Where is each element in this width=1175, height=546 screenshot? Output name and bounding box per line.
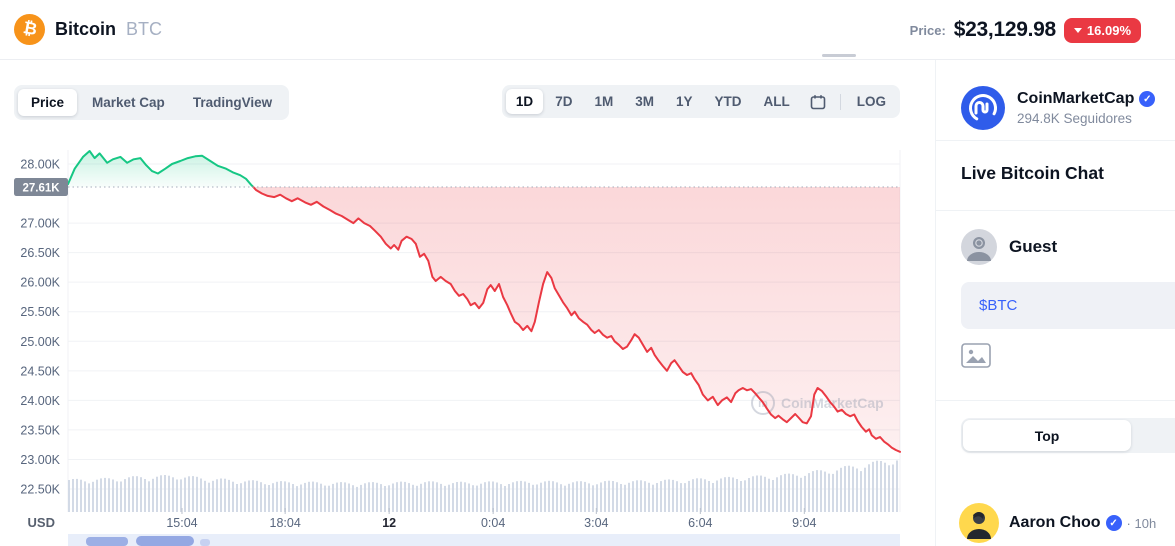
verified-badge-icon: ✓ [1105,515,1122,531]
chat-post: Aaron Choo ✓ · 10h @AaronChooJH [959,503,1174,546]
coin-name: Bitcoin [55,19,116,39]
image-icon [961,343,991,368]
svg-text:23.00K: 23.00K [20,453,60,467]
coin-header: ₿ Bitcoin BTC Price: $23,129.98 16.09% [0,0,1175,60]
chart-view-tabs: Price Market Cap TradingView [14,85,290,120]
open-price-badge: 27.61K [14,178,68,197]
chart-panel: Price Market Cap TradingView 1D 7D 1M 3M 1Y YTD… [0,60,935,546]
svg-text:25.00K: 25.00K [20,335,60,349]
svg-text:9:04: 9:04 [792,516,816,530]
svg-text:22.50K: 22.50K [20,482,60,496]
range-ytd[interactable]: YTD [714,94,742,109]
bitcoin-icon: ₿ [14,14,45,45]
toggle-log[interactable]: LOG [856,94,886,109]
range-navigator[interactable] [68,534,900,546]
calendar-icon[interactable] [802,90,834,114]
y-axis-labels: 28.00K 27.00K 26.50K 26.00K 25.50K 25.00K 24.5… [20,158,60,497]
guest-row: Guest + [961,228,1175,266]
x-axis-labels: 15:04 18:04 12 0:04 3:04 6:04 9:04 [166,508,817,530]
price-value: $23,129.98 [953,18,1056,41]
post-author[interactable]: Aaron Choo [1009,514,1101,531]
svg-text:12: 12 [382,516,396,530]
divider [936,400,1175,401]
svg-text:26.50K: 26.50K [20,246,60,260]
top-filter-button[interactable]: Top [963,420,1131,451]
sidebar: CoinMarketCap ✓ 294.8K Seguidores Live B… [935,60,1175,546]
range-all[interactable]: ALL [763,94,790,109]
coinmarketcap-logo-icon [961,86,1005,130]
svg-text:25.50K: 25.50K [20,305,60,319]
attach-image-button[interactable] [961,343,991,368]
cmc-profile[interactable]: CoinMarketCap ✓ 294.8K Seguidores [961,86,1156,130]
tab-market-cap[interactable]: Market Cap [92,95,165,110]
price-line [67,150,901,453]
range-1d[interactable]: 1D [505,89,544,114]
svg-text:0:04: 0:04 [481,516,505,530]
verified-badge-icon: ✓ [1139,91,1156,107]
svg-text:6:04: 6:04 [688,516,712,530]
caret-down-icon [1073,27,1082,33]
chat-filter-bar: Top [961,418,1175,453]
svg-text:3:04: 3:04 [584,516,608,530]
svg-text:27.00K: 27.00K [20,217,60,231]
bitcoin-glyph: ₿ [21,17,39,41]
svg-text:26.00K: 26.00K [20,276,60,290]
price-chart[interactable]: m CoinMarketCap28.00K27.00K26.50K26.00K25… [0,120,935,546]
guest-avatar [961,229,997,265]
guest-name: Guest [1009,237,1058,256]
chart-range-tabs: 1D 7D 1M 3M 1Y YTD ALL LOG [501,85,900,118]
cmc-profile-name[interactable]: CoinMarketCap [1017,90,1135,107]
divider [839,93,841,110]
tab-tradingview[interactable]: TradingView [192,95,273,110]
coin-symbol: BTC [126,19,162,39]
post-time: · 10h [1126,515,1157,531]
svg-text:15:04: 15:04 [166,516,197,530]
range-1m[interactable]: 1M [594,94,614,109]
currency-label: USD [28,515,55,530]
divider [936,140,1175,141]
price-change-badge: 16.09% [1063,17,1141,43]
tab-price[interactable]: Price [18,89,78,116]
price-label: Price: [909,22,946,38]
svg-text:CoinMarketCap: CoinMarketCap [781,395,884,411]
svg-text:27.61K: 27.61K [22,183,60,195]
range-1y[interactable]: 1Y [675,94,693,109]
volume-bars [68,460,898,512]
aaron-choo-avatar[interactable] [959,503,999,543]
price-change-value: 16.09% [1086,22,1131,38]
svg-text:18:04: 18:04 [270,516,301,530]
composer-text: $BTC [979,297,1018,314]
cmc-followers: 294.8K Seguidores [1017,111,1132,126]
range-7d[interactable]: 7D [555,94,573,109]
svg-text:24.50K: 24.50K [20,364,60,378]
divider [936,210,1175,211]
chat-title: Live Bitcoin Chat [961,163,1104,183]
svg-text:23.50K: 23.50K [20,423,60,437]
price-summary: Price: $23,129.98 16.09% [910,0,1141,60]
partial-element [822,54,856,57]
chat-composer-input[interactable]: $BTC [961,282,1175,329]
range-3m[interactable]: 3M [635,94,654,109]
svg-text:24.00K: 24.00K [20,394,60,408]
svg-text:28.00K: 28.00K [20,158,60,172]
coin-identity: ₿ Bitcoin BTC [14,14,162,45]
